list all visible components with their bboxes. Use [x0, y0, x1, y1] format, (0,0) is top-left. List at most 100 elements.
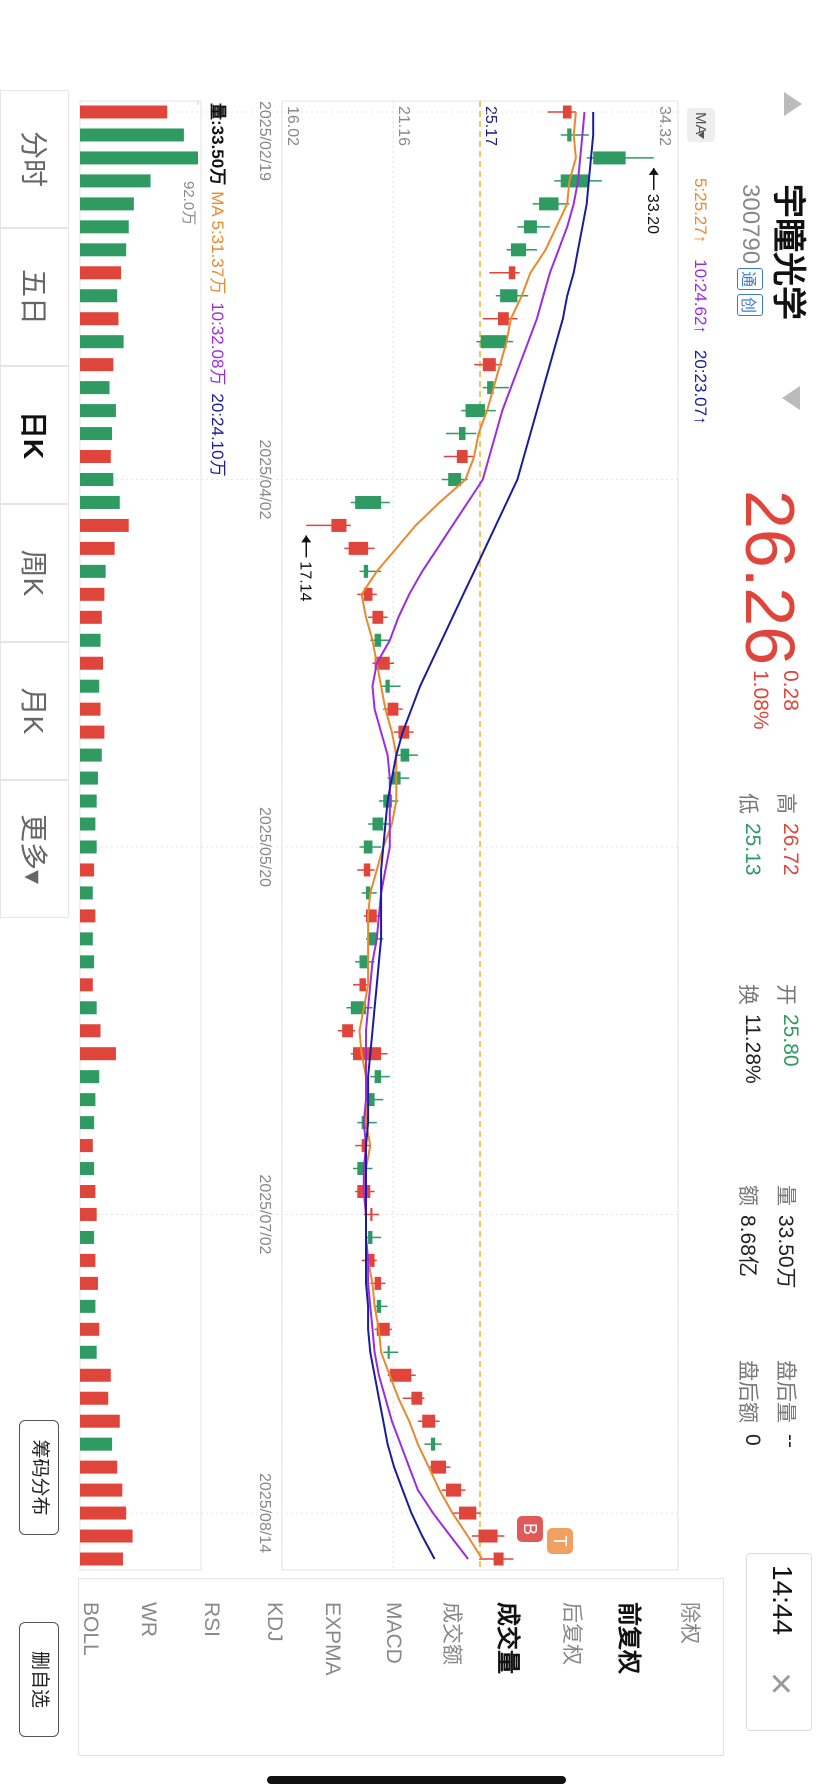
- indicator-option[interactable]: 前复权: [615, 1602, 642, 1674]
- volume-bar: [79, 564, 106, 578]
- volume-bar: [80, 220, 129, 234]
- indicator-option[interactable]: BOLL: [79, 1602, 102, 1656]
- volume-bar: [79, 450, 111, 464]
- candle-body: [385, 679, 390, 693]
- volume-bar: [79, 1506, 127, 1520]
- stat-value: 0: [741, 1434, 764, 1446]
- stat-value: 11.28%: [741, 1014, 764, 1084]
- candle-body: [430, 1437, 436, 1451]
- stat-value: 25.80: [779, 1014, 802, 1067]
- volume-bar: [79, 1414, 120, 1428]
- candle-body: [374, 633, 382, 647]
- candle-body: [374, 1276, 382, 1290]
- period-tab[interactable]: 五日: [0, 228, 69, 366]
- volume-bar: [79, 541, 115, 555]
- annotation-label: 33.20: [644, 194, 661, 234]
- indicator-option[interactable]: 除权: [678, 1602, 701, 1644]
- annotation-arrowhead: [648, 167, 659, 175]
- candle-body: [368, 1093, 375, 1107]
- candle-body: [567, 128, 572, 142]
- candle-body: [376, 1299, 382, 1313]
- indicator-option[interactable]: 后复权: [560, 1602, 583, 1665]
- volume-bar: [79, 1047, 116, 1061]
- indicator-option[interactable]: MACD: [382, 1602, 405, 1664]
- stat-label: 量: [774, 1185, 797, 1206]
- stat-value: 8.68亿: [736, 1215, 759, 1277]
- candle-body: [363, 564, 369, 578]
- volume-bar: [79, 817, 96, 831]
- candle-body: [560, 174, 589, 188]
- volume-bar: [79, 610, 102, 624]
- home-indicator: [267, 1776, 566, 1784]
- x-tick-label: 2025/07/02: [256, 1174, 273, 1254]
- volume-bar: [79, 1001, 97, 1015]
- indicator-option[interactable]: WR: [137, 1602, 160, 1637]
- candle-body: [368, 932, 377, 946]
- period-tab[interactable]: 月K: [0, 642, 69, 780]
- ma-selector[interactable]: MA: [692, 112, 709, 135]
- volume-bar: [80, 1552, 123, 1566]
- candle-body: [342, 1024, 353, 1038]
- volume-bar: [80, 587, 105, 601]
- volume-bar: [80, 886, 93, 900]
- x-tick-label: 2025/02/19: [256, 101, 273, 181]
- x-tick-label: 2025/08/14: [256, 1473, 273, 1553]
- candle-body: [387, 1345, 390, 1359]
- volume-bar: [80, 1437, 113, 1451]
- action-button[interactable]: 删自选: [19, 1622, 59, 1737]
- period-tab[interactable]: 日K: [0, 366, 69, 504]
- y-tick-label: 21.16: [395, 106, 412, 146]
- candle-body: [480, 335, 507, 349]
- indicator-option[interactable]: 成交量: [494, 1602, 521, 1674]
- period-tab[interactable]: 更多▾: [0, 780, 69, 918]
- y-tick-label: 34.32: [656, 106, 673, 146]
- candle-body: [456, 450, 468, 464]
- volume-bar: [80, 289, 118, 303]
- volume-bar: [80, 1529, 133, 1543]
- volume-bar: [80, 358, 114, 372]
- action-button[interactable]: 筹码分布: [19, 1420, 59, 1535]
- candle-body: [370, 1207, 373, 1221]
- annotation-arrowhead: [301, 535, 312, 543]
- candle-body: [355, 495, 382, 509]
- stat-label: 额: [736, 1185, 759, 1206]
- stat-label: 低: [736, 793, 759, 814]
- period-tab[interactable]: 分时: [0, 90, 69, 228]
- stat-label: 盘后额: [736, 1360, 759, 1423]
- volume-bar: [80, 518, 129, 532]
- volume-bar: [79, 1024, 101, 1038]
- volume-bar: [80, 1391, 109, 1405]
- volume-bar: [79, 404, 116, 418]
- volume-bar: [79, 794, 97, 808]
- volume-bar: [80, 656, 104, 670]
- volume-ma-legend: 20:24.10万: [208, 393, 227, 476]
- indicator-option[interactable]: 成交额: [440, 1602, 463, 1665]
- candle-body: [459, 427, 466, 441]
- candle-body: [363, 587, 373, 601]
- candle-body: [508, 266, 516, 280]
- period-tab[interactable]: 周K: [0, 504, 69, 642]
- volume-bar: [80, 1139, 93, 1153]
- volume-bar: [79, 702, 101, 716]
- volume-bar: [79, 748, 102, 762]
- volume-bar: [79, 243, 127, 257]
- volume-bar: [79, 1207, 97, 1221]
- volume-bar: [80, 427, 113, 441]
- candle-body: [359, 955, 369, 969]
- stat-value: 33.50万: [774, 1215, 797, 1289]
- candle-body: [422, 1414, 436, 1428]
- indicator-option[interactable]: RSI: [200, 1602, 223, 1638]
- ma-selector-box[interactable]: [687, 108, 715, 142]
- stat-label: 盘后量: [774, 1360, 797, 1423]
- candle-body: [411, 1391, 423, 1405]
- candle-body: [465, 404, 485, 418]
- volume-bar: [80, 978, 93, 992]
- volume-bar: [80, 1322, 100, 1336]
- volume-bar: [80, 955, 95, 969]
- indicator-option[interactable]: KDJ: [263, 1602, 286, 1642]
- candle-body: [459, 1506, 477, 1520]
- indicator-option[interactable]: EXPMA: [321, 1602, 344, 1676]
- volume-bar: [79, 174, 151, 188]
- stat-label: 换: [736, 984, 759, 1005]
- ma-legend: 5:25.27↑: [691, 178, 710, 243]
